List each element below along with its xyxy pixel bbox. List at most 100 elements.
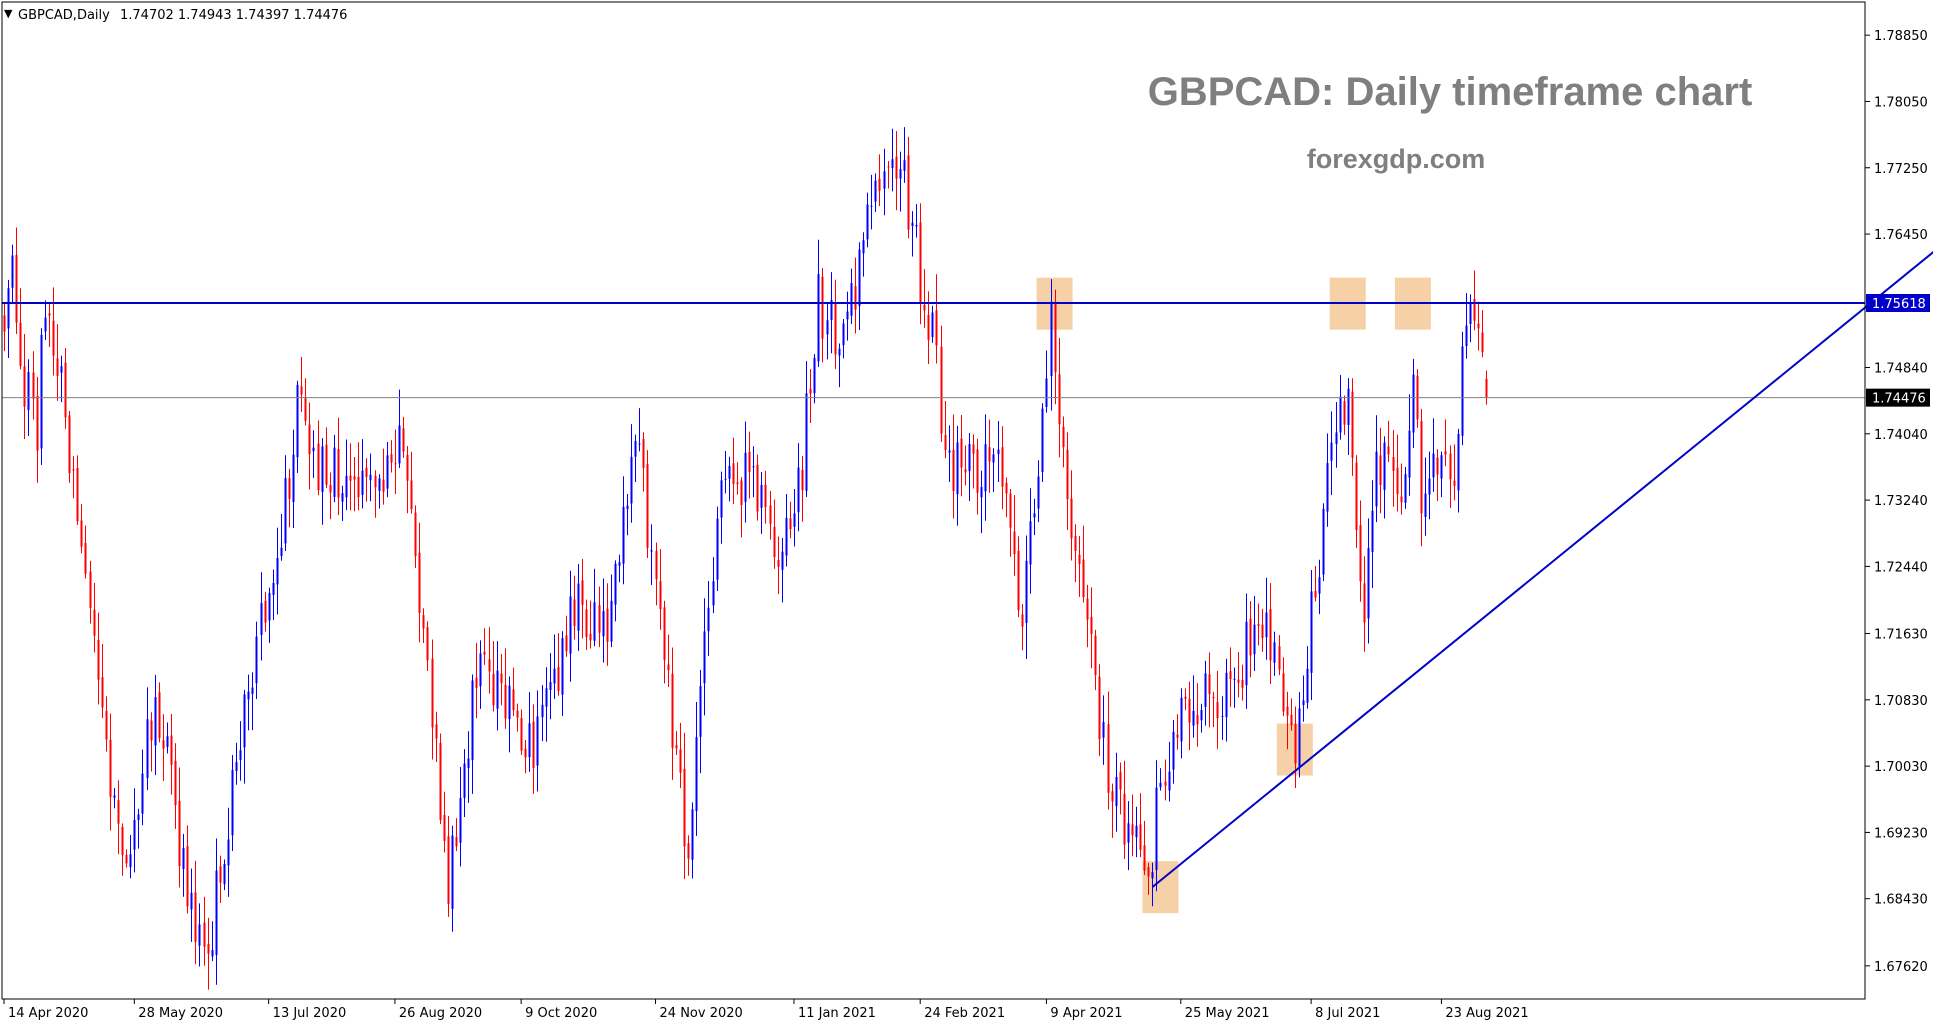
candle-body bbox=[32, 372, 35, 399]
candle-body bbox=[109, 739, 112, 797]
candle-body bbox=[866, 204, 869, 240]
candle-body bbox=[703, 631, 706, 684]
candle-body bbox=[1147, 867, 1150, 877]
candle-body bbox=[467, 758, 470, 768]
candle-body bbox=[1107, 724, 1110, 793]
candle-body bbox=[463, 763, 466, 798]
candle-body bbox=[89, 571, 92, 609]
candle-body bbox=[956, 442, 959, 495]
candle-body bbox=[1335, 432, 1338, 444]
candle-body bbox=[260, 603, 263, 635]
candle-body bbox=[211, 950, 214, 957]
y-axis-tick-label: 1.72440 bbox=[1874, 560, 1928, 575]
candle-body bbox=[911, 222, 914, 227]
candle-body bbox=[1074, 535, 1077, 551]
candle-body bbox=[630, 456, 633, 504]
candle-body bbox=[683, 768, 686, 847]
candle-body bbox=[931, 312, 934, 338]
candle-body bbox=[1164, 781, 1167, 786]
candle-body bbox=[1208, 674, 1211, 695]
candle-body bbox=[740, 480, 743, 505]
candle-body bbox=[1265, 612, 1268, 638]
candle-body bbox=[203, 922, 206, 947]
candle-body bbox=[141, 773, 144, 814]
candle-body bbox=[170, 735, 173, 765]
candle-body bbox=[1330, 442, 1333, 461]
candle-body bbox=[846, 311, 849, 320]
candle-body bbox=[1326, 463, 1329, 512]
candle-body bbox=[1131, 824, 1134, 836]
candle-body bbox=[361, 470, 364, 495]
y-axis-tick-label: 1.76450 bbox=[1874, 228, 1928, 243]
candle-body bbox=[1005, 482, 1008, 494]
candle-body bbox=[194, 892, 197, 942]
candle-body bbox=[471, 680, 474, 761]
candle-body bbox=[1127, 823, 1130, 843]
symbol-label: GBPCAD,Daily bbox=[18, 8, 110, 23]
candle-body bbox=[687, 843, 690, 859]
candle-body bbox=[1387, 446, 1390, 455]
candle-body bbox=[878, 178, 881, 191]
candle-body bbox=[296, 384, 299, 458]
candle-body bbox=[1241, 679, 1244, 688]
candle-body bbox=[1444, 451, 1447, 455]
candle-body bbox=[272, 582, 275, 595]
candle-body bbox=[1135, 825, 1138, 838]
candle-body bbox=[830, 300, 833, 321]
candle-body bbox=[1115, 776, 1118, 807]
candle-body bbox=[972, 444, 975, 454]
candle-body bbox=[276, 557, 279, 585]
candle-body bbox=[520, 718, 523, 751]
y-axis-tick-label: 1.78050 bbox=[1874, 95, 1928, 110]
candle-body bbox=[1396, 467, 1399, 495]
candle-body bbox=[1485, 378, 1488, 398]
y-axis-tick-label: 1.74040 bbox=[1874, 428, 1928, 443]
candle-body bbox=[1184, 696, 1187, 699]
candle-body bbox=[952, 449, 955, 492]
candle-body bbox=[988, 447, 991, 462]
candle-body bbox=[483, 651, 486, 655]
candle-body bbox=[40, 334, 43, 449]
candle-body bbox=[1111, 791, 1114, 802]
candle-body bbox=[935, 310, 938, 346]
candle-body bbox=[1286, 706, 1289, 716]
x-axis-tick-label: 25 May 2021 bbox=[1185, 1006, 1270, 1021]
y-axis-tick-label: 1.74840 bbox=[1874, 361, 1928, 376]
candle-body bbox=[1278, 646, 1281, 670]
candle-body bbox=[36, 395, 39, 451]
candle-body bbox=[418, 552, 421, 613]
candle-body bbox=[887, 166, 890, 168]
x-axis-tick-label: 24 Feb 2021 bbox=[924, 1006, 1005, 1021]
candle-body bbox=[1257, 624, 1260, 626]
candle-body bbox=[984, 444, 987, 492]
candle-body bbox=[834, 303, 837, 355]
candle-body bbox=[162, 740, 165, 749]
candle-body bbox=[447, 836, 450, 905]
candle-body bbox=[394, 463, 397, 465]
candle-body bbox=[907, 155, 910, 230]
candle-body bbox=[1037, 476, 1040, 509]
candle-body bbox=[154, 697, 157, 746]
candle-body bbox=[724, 478, 727, 480]
candle-body bbox=[378, 478, 381, 491]
candle-body bbox=[1457, 433, 1460, 491]
chart-menu-arrow-icon[interactable]: ▼ bbox=[4, 7, 13, 20]
candle-body bbox=[1436, 457, 1439, 475]
resistance-price-tag bbox=[1866, 294, 1930, 313]
candle-body bbox=[650, 550, 653, 552]
candle-body bbox=[610, 600, 613, 642]
candle-body bbox=[679, 749, 682, 773]
candle-body bbox=[1233, 678, 1236, 680]
candle-body bbox=[895, 156, 898, 179]
candle-body bbox=[121, 826, 124, 856]
candle-body bbox=[1139, 824, 1142, 850]
candle-body bbox=[1408, 430, 1411, 478]
candle-body bbox=[785, 517, 788, 556]
candle-body bbox=[1253, 624, 1256, 655]
candle-body bbox=[1225, 672, 1228, 718]
candle-body bbox=[606, 608, 609, 642]
current-price-tag bbox=[1866, 388, 1930, 407]
candle-body bbox=[247, 691, 250, 700]
candle-body bbox=[369, 474, 372, 481]
candle-body bbox=[365, 467, 368, 478]
